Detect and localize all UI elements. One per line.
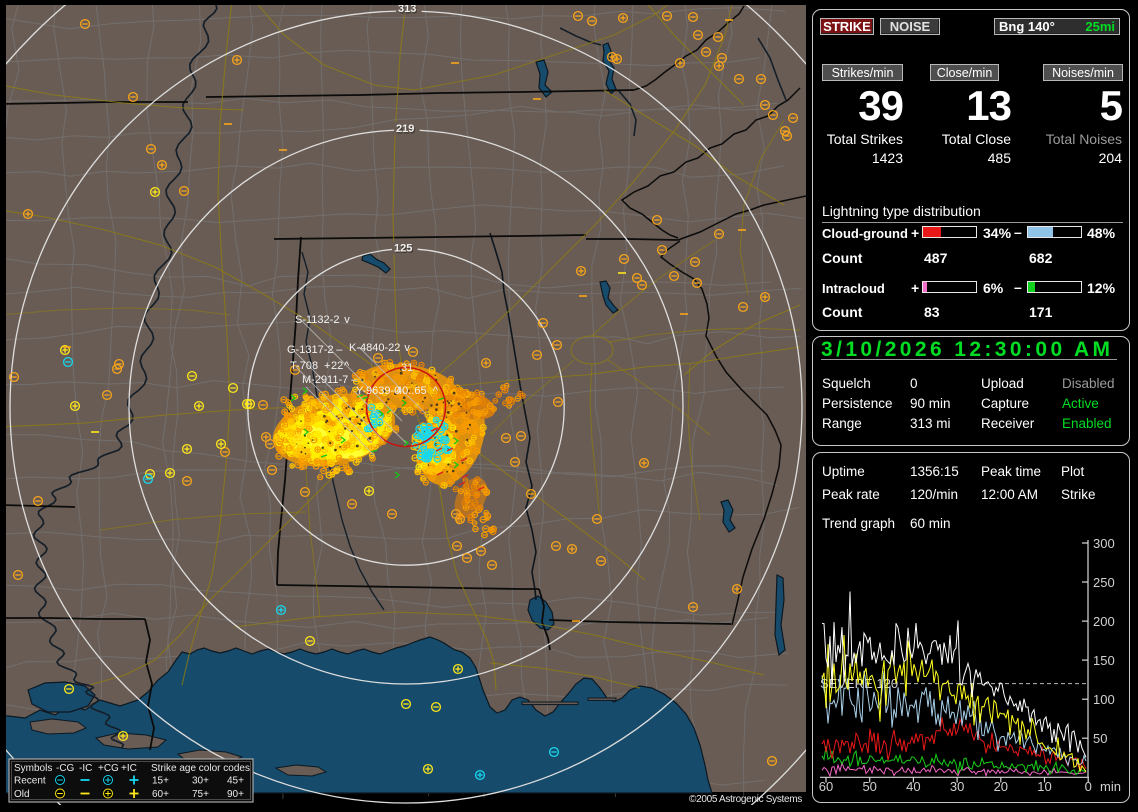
svg-text:15+: 15+: [152, 776, 169, 787]
svg-text:250: 250: [1093, 575, 1115, 590]
svg-text:30: 30: [950, 779, 964, 794]
svg-text:30+: 30+: [192, 776, 209, 787]
svg-text:Recent: Recent: [14, 776, 46, 787]
svg-text:-CG: -CG: [56, 763, 75, 774]
svg-text:S-1132-2: S-1132-2: [295, 314, 339, 326]
svg-text:100: 100: [1093, 692, 1115, 707]
svg-text:50: 50: [1093, 731, 1107, 746]
svg-text:^: ^: [344, 360, 350, 372]
svg-text:10: 10: [1037, 779, 1051, 794]
svg-text:125: 125: [395, 244, 413, 256]
svg-text:–: –: [351, 374, 358, 386]
svg-text:50: 50: [862, 779, 876, 794]
svg-text:G-1317-2: G-1317-2: [287, 344, 333, 356]
svg-text:+: +: [324, 360, 330, 372]
svg-text:219: 219: [397, 125, 415, 137]
svg-text:45+: 45+: [227, 776, 244, 787]
svg-text:v: v: [344, 314, 350, 326]
svg-text:Old: Old: [14, 789, 30, 800]
svg-text:300: 300: [1093, 536, 1115, 551]
svg-text:+CG: +CG: [98, 763, 119, 774]
svg-text:Y-9639-0: Y-9639-0: [356, 385, 400, 397]
svg-text:K-4840-22: K-4840-22: [349, 342, 400, 354]
svg-text:^: ^: [433, 385, 439, 397]
svg-text:31: 31: [401, 362, 413, 374]
svg-text:M-2911-7: M-2911-7: [302, 374, 348, 386]
svg-text:Symbols: Symbols: [14, 763, 52, 774]
svg-text:40: 40: [906, 779, 920, 794]
svg-text:–: –: [336, 344, 343, 356]
svg-text:313: 313: [399, 5, 417, 17]
svg-text:v: v: [404, 342, 410, 354]
svg-text:Strike age color codes: Strike age color codes: [151, 763, 250, 774]
svg-text:90+: 90+: [227, 789, 244, 800]
svg-text:40..65: 40..65: [396, 385, 427, 397]
svg-text:min: min: [1100, 779, 1121, 794]
svg-text:T-708: T-708: [290, 360, 318, 372]
svg-text:60: 60: [819, 779, 833, 794]
svg-text:125: 125: [394, 243, 412, 255]
svg-text:-IC: -IC: [79, 763, 92, 774]
svg-text:0: 0: [1085, 779, 1092, 794]
svg-text:+IC: +IC: [121, 763, 137, 774]
svg-text:20: 20: [994, 779, 1008, 794]
svg-text:219: 219: [396, 123, 414, 135]
svg-text:75+: 75+: [192, 789, 209, 800]
svg-text:200: 200: [1093, 614, 1115, 629]
svg-text:313: 313: [398, 5, 416, 15]
svg-text:60+: 60+: [152, 789, 169, 800]
svg-text:150: 150: [1093, 653, 1115, 668]
svg-text:22: 22: [331, 360, 343, 372]
